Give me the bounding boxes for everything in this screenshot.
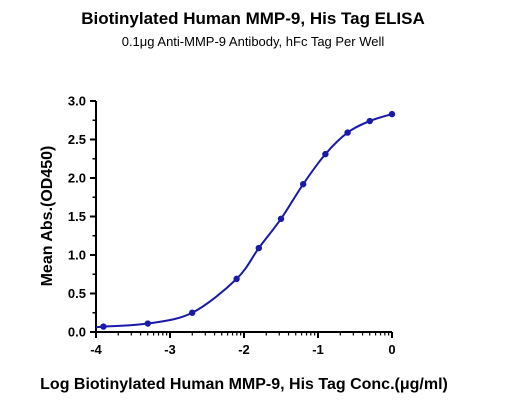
x-axis-label: Log Biotinylated Human MMP-9, His Tag Co… — [40, 376, 448, 393]
fit-curve — [95, 113, 393, 329]
data-point — [300, 180, 307, 188]
data-point — [255, 244, 262, 252]
x-tick-label: -2 — [238, 342, 250, 357]
data-point — [277, 215, 285, 223]
data-point — [322, 150, 329, 158]
chart-title: Biotinylated Human MMP-9, His Tag ELISA — [81, 9, 425, 28]
data-point — [344, 129, 351, 136]
y-tick-label: 2.0 — [68, 171, 86, 186]
y-axis-label: Mean Abs.(OD450) — [39, 146, 56, 287]
fit-curve-path — [95, 113, 393, 329]
data-point — [144, 320, 151, 327]
x-tick-label: -1 — [312, 342, 324, 357]
data-point — [189, 309, 196, 316]
y-tick-label: 2.5 — [68, 132, 86, 147]
data-points — [100, 110, 396, 330]
x-tick-label: -4 — [90, 342, 102, 357]
x-tick-label: 0 — [388, 342, 395, 357]
data-point — [366, 117, 373, 125]
y-tick-label: 1.0 — [68, 248, 86, 263]
x-tick-label: -3 — [164, 342, 176, 357]
chart-subtitle: 0.1μg Anti-MMP-9 Antibody, hFc Tag Per W… — [122, 34, 385, 49]
data-point — [388, 110, 396, 118]
y-tick-label: 0.5 — [68, 286, 86, 301]
y-tick-label: 1.5 — [68, 209, 86, 224]
y-tick-label: 3.0 — [68, 94, 86, 109]
y-tick-label: 0.0 — [68, 325, 86, 340]
axes: 0.0 0.5 1.0 1.5 2.0 2.5 3.0 -4 -3 -2 -1 0 — [68, 94, 396, 358]
data-point — [100, 323, 107, 330]
data-point — [233, 275, 240, 283]
